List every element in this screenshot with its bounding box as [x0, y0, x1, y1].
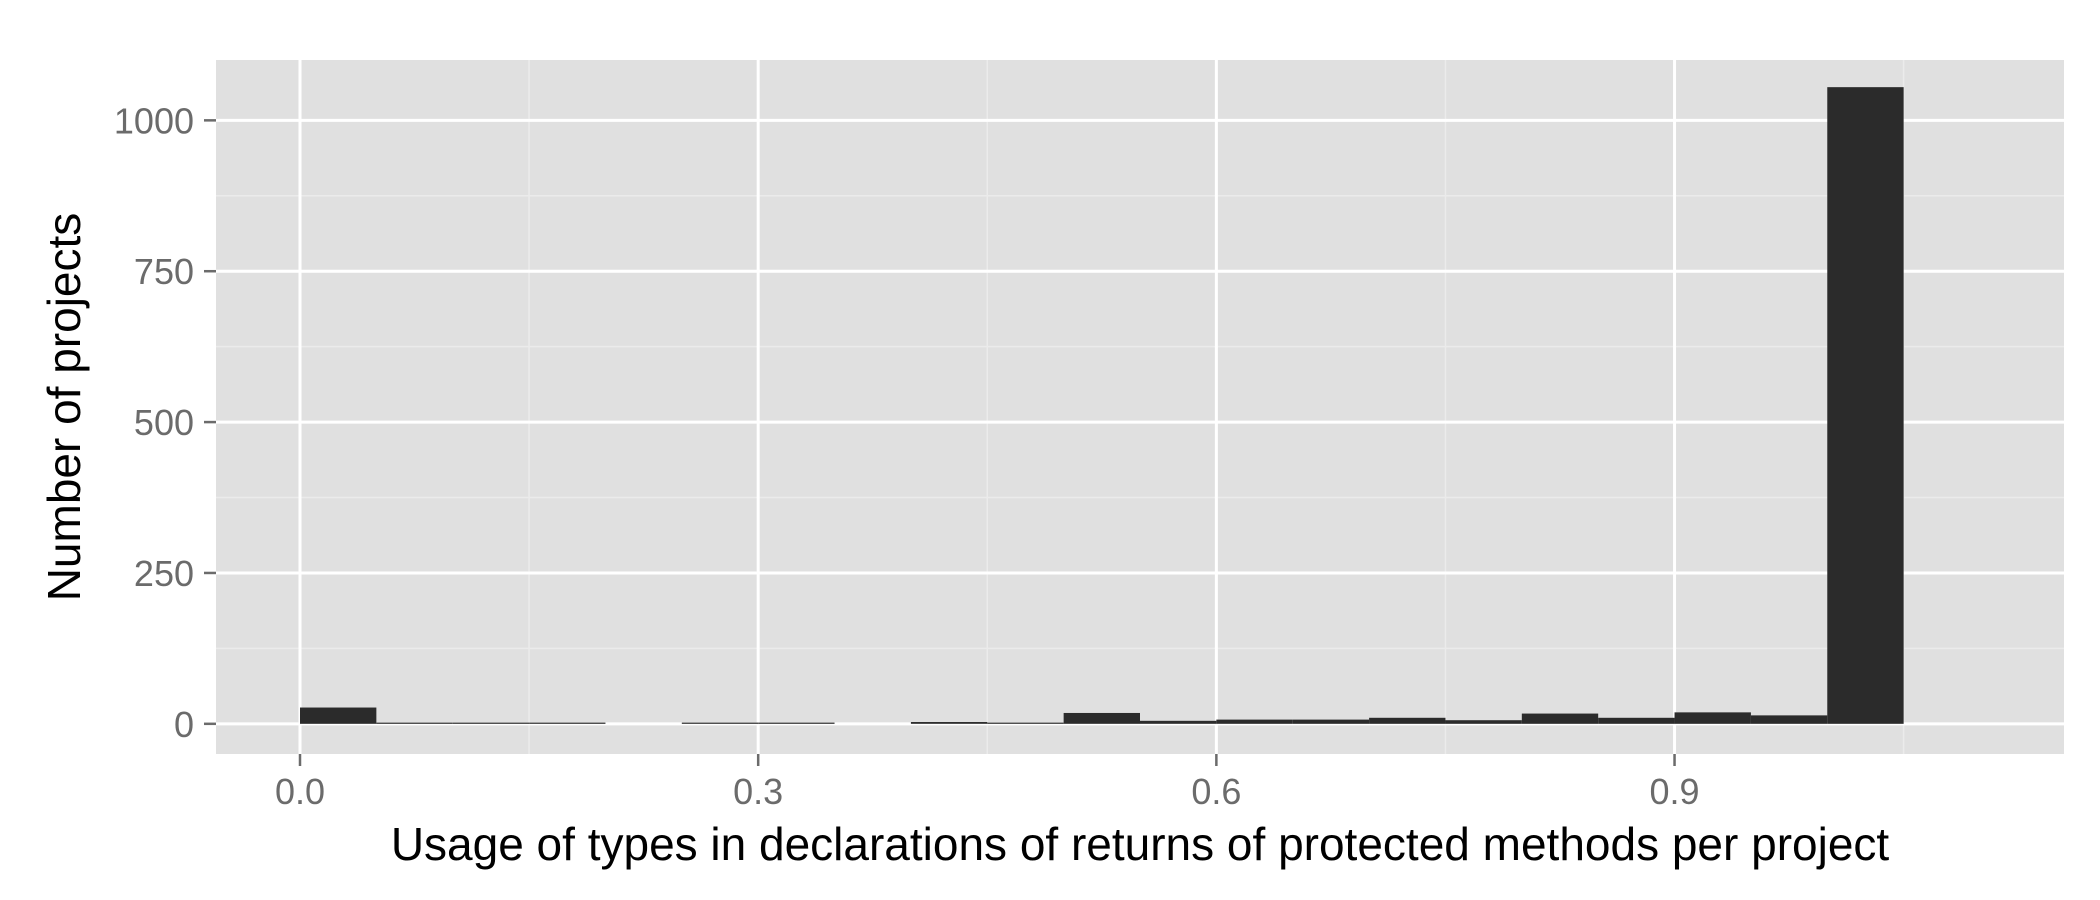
- plot-panel: [216, 60, 2064, 754]
- histogram-bar-6: [758, 722, 835, 724]
- histogram-bar-10: [1063, 712, 1140, 724]
- x-tick-label-0: 0.0: [275, 771, 325, 812]
- histogram-bar-12: [1216, 719, 1293, 724]
- minor-gridlines: [216, 60, 2064, 754]
- histogram-bar-13: [1292, 719, 1370, 724]
- histogram-bar-5: [681, 722, 759, 724]
- histogram-bar-15: [1445, 720, 1522, 724]
- histogram-bars: [300, 87, 1904, 724]
- y-tick-label-4: 1000: [114, 100, 194, 141]
- histogram-bar-20: [1827, 87, 1904, 724]
- histogram-bar-8: [910, 722, 988, 724]
- x-axis-ticks: 0.0 0.3 0.6 0.9: [275, 754, 1700, 812]
- histogram-bar-14: [1369, 717, 1446, 724]
- x-tick-label-3: 0.9: [1650, 771, 1700, 812]
- y-tick-label-1: 250: [134, 553, 194, 594]
- x-axis-title: Usage of types in declarations of return…: [391, 818, 1890, 870]
- histogram-bar-19: [1750, 715, 1828, 724]
- y-tick-label-2: 500: [134, 402, 194, 443]
- x-tick-label-1: 0.3: [733, 771, 783, 812]
- histogram-bar-2: [452, 722, 530, 724]
- y-tick-label-0: 0: [174, 704, 194, 745]
- histogram-bar-16: [1521, 713, 1599, 724]
- histogram-bar-9: [987, 722, 1064, 724]
- y-axis-ticks: 0 250 500 750 1000: [114, 100, 216, 745]
- histogram-bar-17: [1598, 717, 1675, 724]
- y-axis-title: Number of projects: [38, 213, 90, 602]
- y-tick-label-3: 750: [134, 251, 194, 292]
- histogram-bar-3: [529, 722, 606, 724]
- histogram-bar-1: [376, 722, 453, 724]
- histogram-bar-18: [1674, 712, 1751, 724]
- histogram-bar-0: [300, 707, 377, 724]
- x-tick-label-2: 0.6: [1191, 771, 1241, 812]
- histogram-bar-11: [1140, 720, 1217, 724]
